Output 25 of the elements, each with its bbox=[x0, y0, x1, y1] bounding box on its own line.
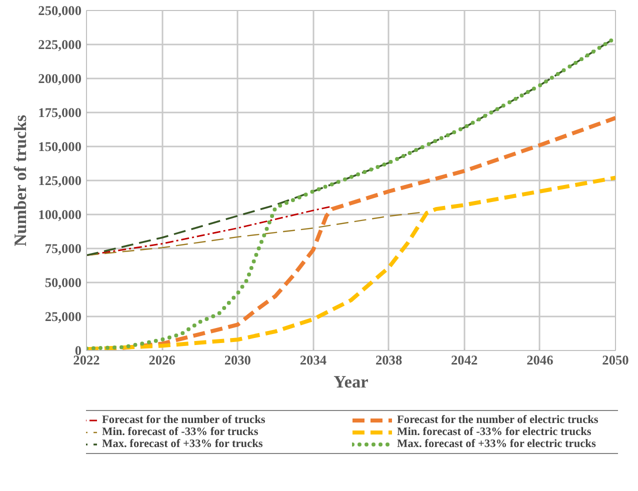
y-tick-label: 50,000 bbox=[44, 275, 82, 290]
y-axis-title: Number of trucks bbox=[11, 114, 30, 246]
legend-label: Max. forecast of +33% for electric trucks bbox=[397, 438, 597, 450]
y-tick-label: 25,000 bbox=[44, 309, 82, 324]
x-tick-label: 2050 bbox=[602, 352, 630, 368]
y-tick-label: 100,000 bbox=[38, 207, 82, 222]
x-tick-label: 2034 bbox=[300, 352, 327, 368]
legend-label: Min. forecast of -33% for electric trucks bbox=[397, 426, 592, 438]
y-tick-label: 125,000 bbox=[38, 173, 82, 188]
legend-label: Forecast for the number of trucks bbox=[102, 414, 266, 426]
x-axis-title: Year bbox=[334, 372, 369, 392]
legend-label: Forecast for the number of electric trucks bbox=[397, 414, 600, 426]
y-tick-label: 225,000 bbox=[38, 37, 82, 52]
y-tick-label: 75,000 bbox=[44, 241, 82, 256]
y-tick-label: 200,000 bbox=[38, 71, 82, 86]
x-tick-label: 2038 bbox=[375, 352, 402, 368]
x-tick-label: 2030 bbox=[224, 352, 252, 368]
legend-label: Min. forecast of -33% for trucks bbox=[102, 426, 260, 438]
y-tick-label: 175,000 bbox=[38, 105, 82, 120]
y-tick-label: 150,000 bbox=[38, 139, 82, 154]
x-tick-label: 2046 bbox=[526, 352, 554, 368]
x-tick-label: 2042 bbox=[451, 352, 478, 368]
y-tick-label: 250,000 bbox=[38, 3, 82, 18]
x-tick-label: 2026 bbox=[148, 352, 176, 368]
legend-label: Max. forecast of +33% for trucks bbox=[102, 438, 264, 450]
